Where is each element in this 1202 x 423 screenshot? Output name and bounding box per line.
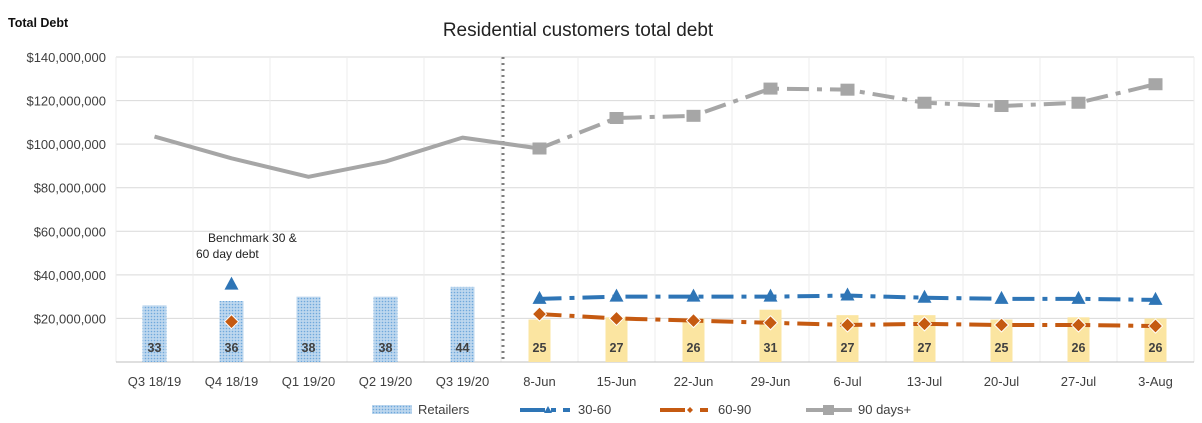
series-90-days-marker	[1148, 78, 1163, 91]
x-tick-label: 13-Jul	[907, 374, 943, 389]
bar	[142, 305, 167, 362]
x-tick-label: 8-Jun	[523, 374, 556, 389]
y-tick-label: $100,000,000	[26, 137, 106, 152]
legend-swatch-retailers	[372, 405, 412, 414]
bar-count-label: 44	[456, 341, 470, 355]
series-60-90-marker	[223, 313, 240, 330]
bar-count-label: 33	[148, 341, 162, 355]
series-90-days-marker	[763, 82, 778, 95]
series-90-days-marker	[609, 112, 624, 124]
y-tick-label: $20,000,000	[34, 311, 106, 326]
legend-label-retailers: Retailers	[418, 402, 470, 417]
bar-count-label: 27	[918, 341, 932, 355]
series-30-60-marker	[532, 290, 547, 304]
series-30-60-marker	[763, 288, 778, 302]
x-tick-label: Q2 19/20	[359, 374, 413, 389]
series-90-days-marker	[532, 142, 547, 155]
series-60-90-marker	[993, 317, 1010, 333]
series-90-days-marker	[840, 83, 855, 96]
series-60-90-marker	[1070, 317, 1087, 333]
legend-marker-30-60	[544, 406, 552, 413]
series-30-60-marker	[917, 289, 932, 303]
series-30-60-marker	[840, 287, 855, 301]
bar	[450, 286, 475, 362]
bar	[913, 315, 936, 362]
bar	[605, 317, 628, 362]
x-tick-label: 22-Jun	[674, 374, 714, 389]
bar	[373, 296, 398, 362]
bar-count-label: 38	[302, 341, 316, 355]
y-tick-label: $80,000,000	[34, 181, 106, 196]
bar-count-label: 25	[995, 341, 1009, 355]
series-60-90-marker	[685, 312, 702, 329]
x-tick-label: 20-Jul	[984, 374, 1020, 389]
series-60-90-marker	[608, 310, 625, 327]
bar	[1067, 317, 1090, 362]
x-tick-label: 29-Jun	[751, 374, 791, 389]
y-tick-labels: $20,000,000 $40,000,000 $60,000,000 $80,000…	[26, 50, 106, 326]
x-tick-label: 15-Jun	[597, 374, 637, 389]
bar-count-label: 36	[225, 341, 239, 355]
bar-count-label: 26	[687, 341, 701, 355]
bar-count-label: 25	[533, 341, 547, 355]
bar-count-label: 26	[1149, 341, 1163, 355]
x-tick-label: 6-Jul	[833, 374, 861, 389]
gridlines	[115, 56, 1195, 363]
bar-count-label: 26	[1072, 341, 1086, 355]
x-tick-label: Q4 18/19	[205, 374, 259, 389]
bar-count-label: 38	[379, 341, 393, 355]
retailers-bars	[142, 286, 1167, 362]
series-30-60-marker	[994, 290, 1009, 304]
series-30-60-marker	[224, 276, 239, 290]
bar	[682, 318, 705, 362]
y-tick-label: $60,000,000	[34, 224, 106, 239]
benchmark-annotation: Benchmark 30 & 60 day debt	[196, 231, 297, 261]
series-30-60-marker	[1148, 291, 1163, 305]
bar-count-label: 31	[764, 341, 778, 355]
series-30-60-marker	[609, 288, 624, 302]
debt-markers	[223, 78, 1164, 334]
series-90-days-marker	[1071, 96, 1086, 109]
series-60-90-marker	[839, 317, 856, 333]
legend-label-30-60: 30-60	[578, 402, 611, 417]
series-60-90-marker	[762, 315, 779, 331]
legend: Retailers 30-60 60-90 90 days+	[372, 402, 911, 417]
bar	[990, 319, 1013, 362]
x-tick-label: 27-Jul	[1061, 374, 1097, 389]
series-90-days-line-quarterly	[153, 134, 540, 179]
series-90-days-marker	[917, 96, 932, 109]
x-tick-label: 3-Aug	[1138, 374, 1173, 389]
series-90-days-marker	[994, 100, 1009, 113]
y-tick-label: $40,000,000	[34, 268, 106, 283]
x-tick-label: Q3 18/19	[128, 374, 182, 389]
series-30-60-marker	[1071, 290, 1086, 304]
x-tick-label: Q3 19/20	[436, 374, 490, 389]
legend-label-90-days: 90 days+	[858, 402, 911, 417]
chart-title: Residential customers total debt	[443, 20, 714, 41]
bar-count-label: 27	[841, 341, 855, 355]
series-90-days-marker	[686, 109, 701, 122]
x-tick-label: Q1 19/20	[282, 374, 336, 389]
bar	[296, 296, 321, 362]
x-tick-labels: Q3 18/19 Q4 18/19 Q1 19/20 Q2 19/20 Q3 19/20…	[128, 374, 1173, 389]
bar-count-label: 27	[610, 341, 624, 355]
series-30-60-marker	[686, 288, 701, 302]
legend-marker-60-90	[687, 407, 693, 413]
legend-marker-90-days	[823, 405, 834, 415]
y-axis-title: Total Debt	[8, 16, 69, 30]
series-60-90-marker	[531, 306, 548, 322]
series-60-90-marker	[1147, 318, 1164, 334]
y-tick-label: $120,000,000	[26, 94, 106, 109]
retailer-count-labels: 33 36 38 38 44 25 27 26 31 27 27 25 26 26	[148, 341, 1163, 355]
legend-label-60-90: 60-90	[718, 402, 751, 417]
bar	[1144, 318, 1167, 362]
bar	[528, 319, 551, 362]
bar	[219, 301, 244, 362]
y-tick-label: $140,000,000	[26, 50, 106, 65]
series-60-90-marker	[916, 316, 933, 332]
